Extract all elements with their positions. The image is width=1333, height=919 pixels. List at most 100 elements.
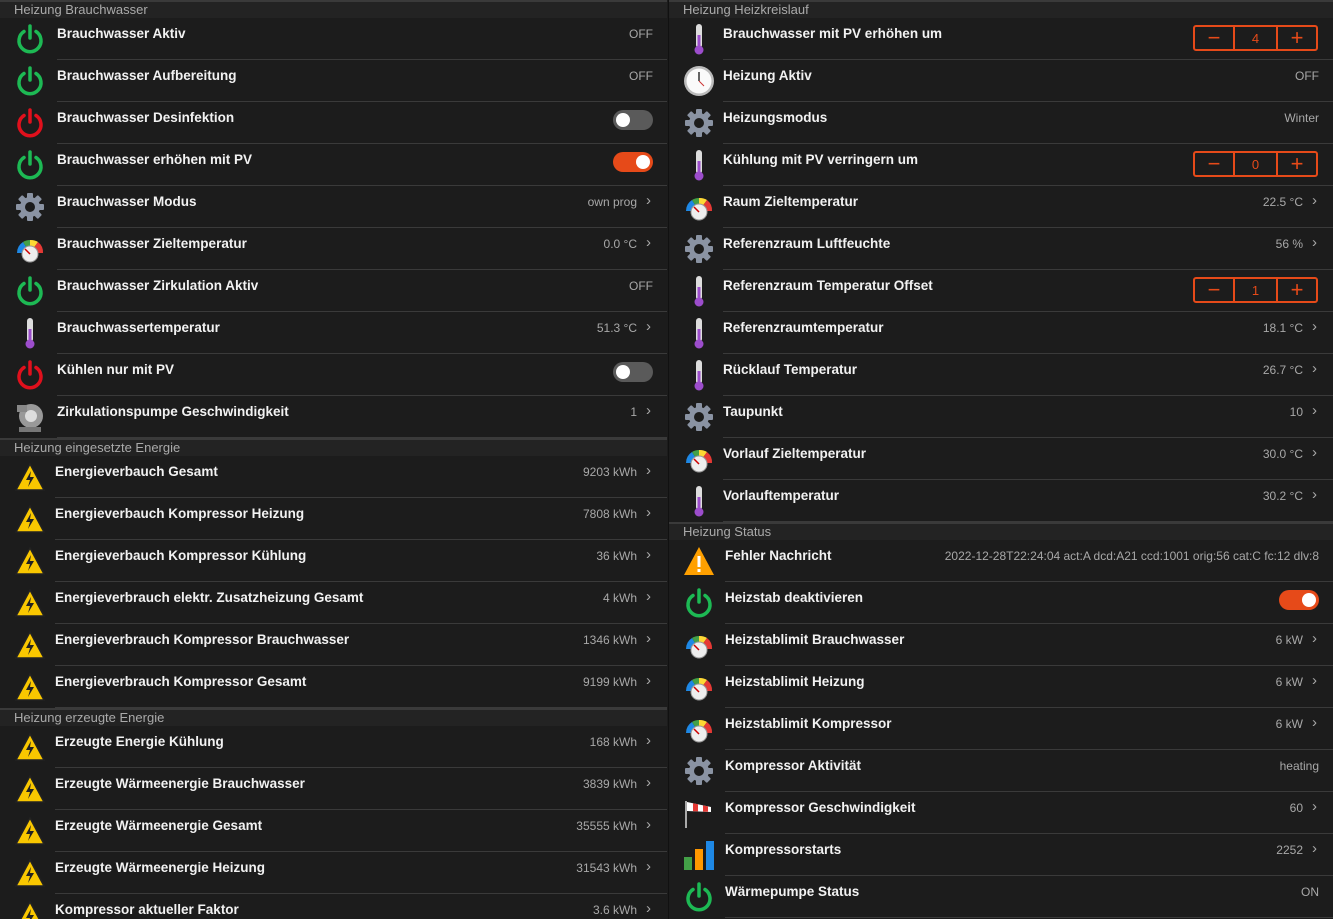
increment-button[interactable]: +: [1290, 277, 1304, 302]
chevron-right-icon[interactable]: ›: [646, 732, 651, 749]
increment-button[interactable]: +: [1290, 25, 1304, 50]
item-value: 1: [630, 405, 637, 419]
list-item[interactable]: Brauchwasser Zieltemperatur 0.0 °C ›: [0, 228, 667, 270]
item-value: 168 kWh: [589, 735, 637, 749]
toggle-switch[interactable]: [613, 110, 653, 130]
chevron-right-icon[interactable]: ›: [646, 546, 651, 563]
item-label: Referenzraum Luftfeuchte: [723, 236, 891, 251]
list-item[interactable]: Heizstablimit Brauchwasser 6 kW ›: [669, 624, 1333, 666]
chevron-right-icon[interactable]: ›: [1312, 444, 1317, 461]
list-item[interactable]: Energieverbauch Gesamt 9203 kWh ›: [0, 456, 667, 498]
item-label: Brauchwasser Zirkulation Aktiv: [57, 278, 259, 293]
list-item[interactable]: Kompressor aktueller Faktor 3.6 kWh ›: [0, 894, 667, 919]
chevron-right-icon[interactable]: ›: [646, 774, 651, 791]
list-item: Wärmepumpe Status ON: [669, 876, 1333, 918]
item-value: OFF: [629, 279, 653, 293]
item-value: 2252: [1276, 843, 1303, 857]
list-item[interactable]: Erzeugte Wärmeenergie Gesamt 35555 kWh ›: [0, 810, 667, 852]
item-label: Kompressorstarts: [725, 842, 842, 857]
list-item[interactable]: Erzeugte Wärmeenergie Brauchwasser 3839 k…: [0, 768, 667, 810]
list-item[interactable]: Taupunkt 10 ›: [669, 396, 1333, 438]
list-item[interactable]: Energieverbrauch Kompressor Brauchwasser…: [0, 624, 667, 666]
chevron-right-icon[interactable]: ›: [1312, 234, 1317, 251]
list-item[interactable]: Referenzraum Luftfeuchte 56 % ›: [669, 228, 1333, 270]
toggle-switch[interactable]: [613, 152, 653, 172]
item-value: 6 kW: [1275, 633, 1303, 647]
chevron-right-icon[interactable]: ›: [646, 192, 651, 209]
divider: [55, 851, 667, 852]
chevron-right-icon[interactable]: ›: [1312, 798, 1317, 815]
chevron-right-icon[interactable]: ›: [646, 858, 651, 875]
list-item[interactable]: Energieverbauch Kompressor Kühlung 36 kWh…: [0, 540, 667, 582]
gear-icon: [683, 401, 715, 433]
chevron-right-icon[interactable]: ›: [646, 816, 651, 833]
list-item[interactable]: Kompressorstarts 2252 ›: [669, 834, 1333, 876]
divider: [723, 185, 1333, 186]
list-item[interactable]: Vorlauftemperatur 30.2 °C ›: [669, 480, 1333, 522]
divider: [55, 707, 667, 708]
section-header: Heizung Brauchwasser: [0, 0, 667, 18]
chevron-right-icon[interactable]: ›: [1312, 318, 1317, 335]
chevron-right-icon[interactable]: ›: [646, 672, 651, 689]
section-header: Heizung erzeugte Energie: [0, 708, 667, 726]
decrement-button[interactable]: −: [1207, 277, 1221, 302]
chevron-right-icon[interactable]: ›: [1312, 192, 1317, 209]
list-item[interactable]: Rücklauf Temperatur 26.7 °C ›: [669, 354, 1333, 396]
list-item[interactable]: Heizstablimit Heizung 6 kW ›: [669, 666, 1333, 708]
chevron-right-icon[interactable]: ›: [646, 900, 651, 917]
stepper-value[interactable]: 4: [1233, 27, 1278, 49]
toggle-switch[interactable]: [613, 362, 653, 382]
divider: [723, 227, 1333, 228]
power-green-icon: [14, 149, 46, 181]
stepper-value[interactable]: 0: [1233, 153, 1278, 175]
list-item[interactable]: Energieverbrauch elektr. Zusatzheizung G…: [0, 582, 667, 624]
chevron-right-icon[interactable]: ›: [646, 588, 651, 605]
list-item[interactable]: Vorlauf Zieltemperatur 30.0 °C ›: [669, 438, 1333, 480]
item-value: OFF: [629, 69, 653, 83]
list-item[interactable]: Erzeugte Energie Kühlung 168 kWh ›: [0, 726, 667, 768]
chevron-right-icon[interactable]: ›: [1312, 672, 1317, 689]
quantity-stepper: −4 +: [1193, 25, 1318, 51]
divider: [723, 143, 1333, 144]
list-item[interactable]: Kompressor Geschwindigkeit 60 ›: [669, 792, 1333, 834]
gauge-icon: [683, 443, 715, 475]
thermometer-icon: [683, 485, 715, 517]
chevron-right-icon[interactable]: ›: [1312, 402, 1317, 419]
decrement-button[interactable]: −: [1207, 25, 1221, 50]
item-label: Taupunkt: [723, 404, 783, 419]
chevron-right-icon[interactable]: ›: [646, 504, 651, 521]
list-item[interactable]: Brauchwassertemperatur 51.3 °C ›: [0, 312, 667, 354]
list-item[interactable]: Raum Zieltemperatur 22.5 °C ›: [669, 186, 1333, 228]
item-value: OFF: [1295, 69, 1319, 83]
item-label: Heizstablimit Heizung: [725, 674, 865, 689]
item-value: 30.0 °C: [1262, 447, 1303, 461]
list-item[interactable]: Energieverbauch Kompressor Heizung 7808 k…: [0, 498, 667, 540]
stepper-value[interactable]: 1: [1233, 279, 1278, 301]
chevron-right-icon[interactable]: ›: [646, 462, 651, 479]
list-item: Heizung Aktiv OFF: [669, 60, 1333, 102]
item-label: Heizung Aktiv: [723, 68, 812, 83]
item-label: Vorlauftemperatur: [723, 488, 840, 503]
chevron-right-icon[interactable]: ›: [646, 630, 651, 647]
chevron-right-icon[interactable]: ›: [1312, 630, 1317, 647]
chevron-right-icon[interactable]: ›: [646, 402, 651, 419]
decrement-button[interactable]: −: [1207, 151, 1221, 176]
increment-button[interactable]: +: [1290, 151, 1304, 176]
chevron-right-icon[interactable]: ›: [1312, 486, 1317, 503]
list-item: Heizungsmodus Winter: [669, 102, 1333, 144]
item-value: 9199 kWh: [582, 675, 637, 689]
item-value: 7808 kWh: [582, 507, 637, 521]
list-item[interactable]: Heizstablimit Kompressor 6 kW ›: [669, 708, 1333, 750]
chevron-right-icon[interactable]: ›: [646, 234, 651, 251]
lightning-icon: [14, 587, 46, 619]
list-item[interactable]: Referenzraumtemperatur 18.1 °C ›: [669, 312, 1333, 354]
chevron-right-icon[interactable]: ›: [646, 318, 651, 335]
toggle-switch[interactable]: [1279, 590, 1319, 610]
chevron-right-icon[interactable]: ›: [1312, 714, 1317, 731]
chevron-right-icon[interactable]: ›: [1312, 360, 1317, 377]
list-item[interactable]: Brauchwasser Modus own prog ›: [0, 186, 667, 228]
chevron-right-icon[interactable]: ›: [1312, 840, 1317, 857]
list-item[interactable]: Erzeugte Wärmeenergie Heizung 31543 kWh ›: [0, 852, 667, 894]
list-item[interactable]: Zirkulationspumpe Geschwindigkeit 1 ›: [0, 396, 667, 438]
list-item[interactable]: Energieverbrauch Kompressor Gesamt 9199 k…: [0, 666, 667, 708]
